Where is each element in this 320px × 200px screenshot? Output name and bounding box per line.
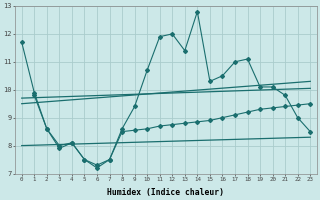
X-axis label: Humidex (Indice chaleur): Humidex (Indice chaleur) <box>108 188 225 197</box>
